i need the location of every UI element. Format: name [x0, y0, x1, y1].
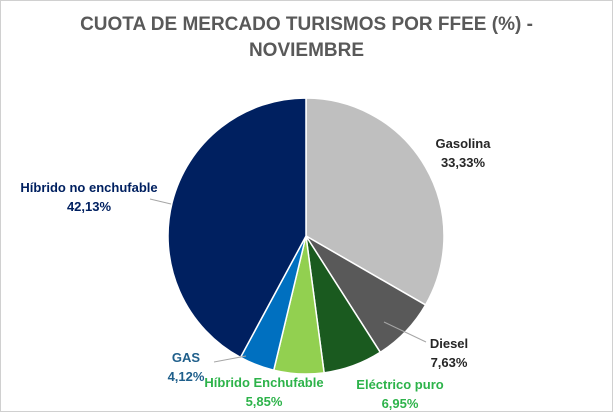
data-label: GAS 4,12% [168, 350, 205, 384]
pie-slice-h-brido-no-enchufable [167, 97, 307, 359]
pie-slices [167, 97, 445, 375]
chart-title-line-2: NOVIEMBRE [248, 40, 365, 61]
data-label: Diesel 7,63% [430, 336, 468, 370]
data-label-value: 7,63% [431, 355, 468, 370]
leader-lines [149, 198, 427, 363]
data-label-category: Gasolina [436, 136, 492, 151]
data-label-category: Híbrido no enchufable [20, 180, 157, 195]
data-label-category: Diesel [430, 336, 468, 351]
data-label-value: 4,12% [168, 369, 205, 384]
data-label: Híbrido Enchufable 5,85% [204, 375, 323, 409]
data-label-value: 42,13% [67, 199, 112, 214]
data-label-value: 6,95% [382, 396, 419, 411]
data-label-value: 5,85% [246, 394, 283, 409]
leader-line [213, 355, 247, 363]
chart-title-line-1: CUOTA DE MERCADO TURISMOS POR FFEE (%) - [80, 14, 533, 35]
data-labels: Gasolina 33,33% Diesel 7,63% Eléctrico puro 6… [20, 136, 491, 411]
chart-title: CUOTA DE MERCADO TURISMOS POR FFEE (%) -… [0, 12, 613, 64]
data-label-value: 33,33% [441, 155, 486, 170]
pie-slice-gasolina [305, 97, 445, 306]
data-label: Eléctrico puro 6,95% [356, 377, 443, 411]
leader-line [383, 321, 427, 343]
data-label-category: GAS [172, 350, 201, 365]
data-label-category: Eléctrico puro [356, 377, 443, 392]
data-label: Gasolina 33,33% [436, 136, 492, 170]
data-label-category: Híbrido Enchufable [204, 375, 323, 390]
leader-line [149, 198, 172, 205]
data-label: Híbrido no enchufable 42,13% [20, 180, 157, 214]
